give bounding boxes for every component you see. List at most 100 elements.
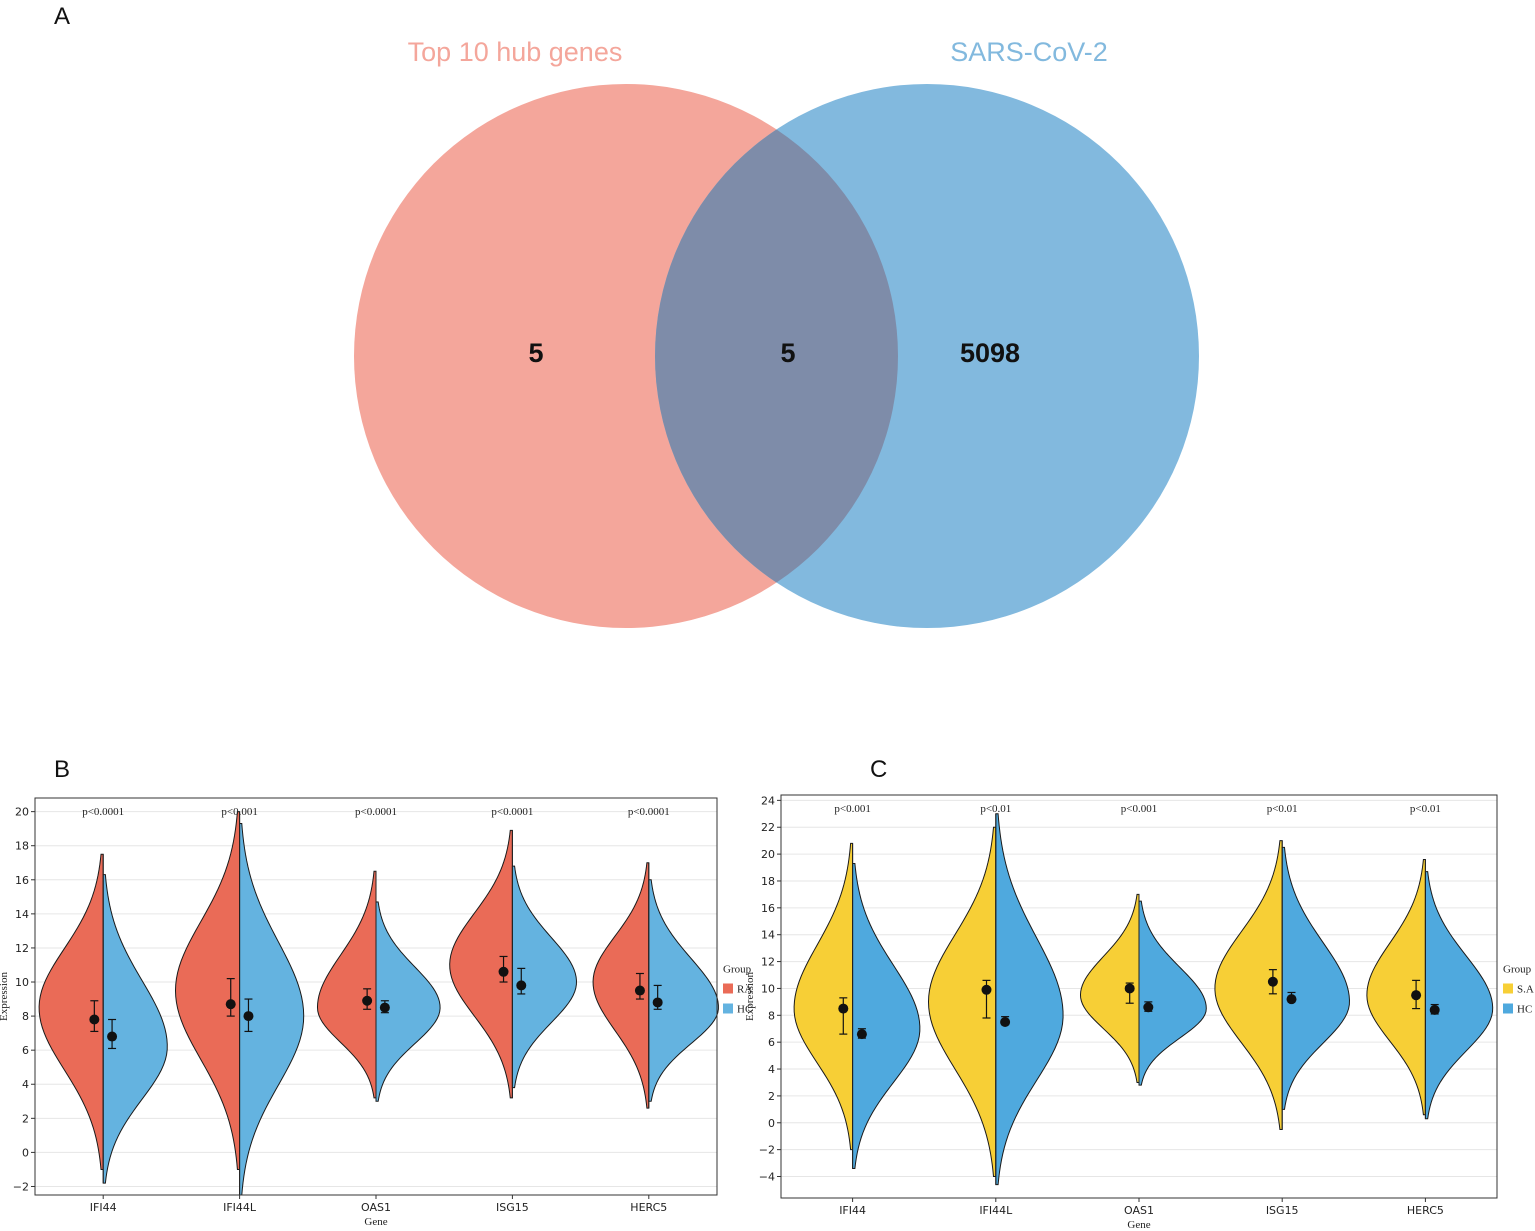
x-tick-label: IFI44 [839,1204,866,1217]
x-axis-label: Gene [364,1216,387,1228]
violin-half-right [375,901,441,1102]
violin-half-right [1424,871,1494,1120]
violin-half-left [927,826,997,1178]
violin-half-left [1214,840,1283,1130]
violin-half-right [102,874,168,1184]
y-tick-label: 12 [761,956,775,969]
y-tick-label: 6 [768,1036,775,1049]
y-tick-label: 2 [22,1112,29,1125]
p-value-label: p<0.001 [834,803,870,815]
x-axis-label: Gene [1127,1219,1150,1231]
mean-point-right [652,997,663,1008]
y-tick-label: −2 [759,1144,775,1157]
y-tick-label: 16 [15,874,29,887]
violin-half-right [1138,900,1207,1086]
x-tick-label: IFI44L [223,1201,257,1214]
plot-frame [34,797,718,1196]
legend-label: RA [737,984,752,996]
mean-point-left [498,966,509,977]
legend-label: HC [1517,1004,1532,1016]
y-tick-label: 0 [22,1146,29,1159]
p-value-label: p<0.0001 [355,806,397,818]
y-tick-label: 14 [761,929,775,942]
venn-intersection [655,84,898,628]
violin-half-left [1366,858,1426,1116]
y-tick-label: 4 [22,1078,29,1091]
mean-point-left [838,1003,849,1014]
y-axis-label: Expression [744,972,756,1021]
y-tick-label: 14 [15,908,29,921]
mean-point-left [225,999,236,1010]
p-value-label: p<0.01 [1410,803,1441,815]
y-tick-label: −2 [13,1180,29,1193]
x-tick-label: ISG15 [496,1201,529,1214]
mean-point-left [89,1014,100,1025]
y-tick-label: 18 [15,840,29,853]
y-tick-label: 20 [15,806,29,819]
mean-point-right [1000,1017,1011,1028]
mean-point-right [1429,1004,1440,1015]
y-tick-label: 20 [761,848,775,861]
p-value-label: p<0.01 [980,803,1011,815]
y-tick-label: 18 [761,875,775,888]
plot-frame [780,794,1498,1199]
x-tick-label: HERC5 [630,1201,667,1214]
legend-label: S.A [1517,984,1534,996]
mean-point-right [243,1011,254,1022]
violin-half-right [511,865,577,1089]
y-tick-label: 12 [15,942,29,955]
y-tick-label: 10 [15,976,29,989]
y-tick-label: 22 [761,821,775,834]
mean-point-right [516,980,527,991]
violin-half-right [1281,846,1350,1110]
mean-point-left [981,984,992,995]
legend-swatch [1503,983,1513,994]
mean-point-right [1143,1002,1154,1013]
p-value-label: p<0.0001 [491,806,533,818]
x-tick-label: HERC5 [1407,1204,1444,1217]
p-value-label: p<0.001 [221,806,257,818]
violin-panel-b: B −2 0 2 4 6 8 10 12 14 16 18 20 p<0.0001 IFI44 p<0.00… [0,756,752,1228]
p-value-label: p<0.001 [1121,803,1157,815]
venn-right-title: SARS-CoV-2 [950,37,1108,67]
p-value-label: p<0.01 [1267,803,1298,815]
legend-swatch [723,983,733,994]
panel-label-b: B [54,756,70,783]
mean-point-left [1267,976,1278,987]
x-tick-label: IFI44L [979,1204,1013,1217]
violin-half-right [995,813,1064,1186]
venn-count-intersection: 5 [780,338,795,368]
p-value-label: p<0.0001 [82,806,124,818]
panel-label-c: C [870,756,887,783]
mean-point-left [634,985,645,996]
mean-point-left [362,995,373,1006]
legend-title: Group [723,964,752,976]
y-tick-label: 10 [761,982,775,995]
y-tick-label: 8 [768,1009,775,1022]
x-tick-label: OAS1 [361,1201,391,1214]
violin-half-left [316,870,377,1099]
mean-point-left [1124,983,1135,994]
violin-half-right [852,863,921,1169]
y-tick-label: 8 [22,1010,29,1023]
venn-panel: A Top 10 hub genes SARS-CoV-2 5 5 5098 [54,3,1199,628]
mean-point-right [856,1029,867,1040]
y-tick-label: −4 [759,1171,775,1184]
x-tick-label: OAS1 [1124,1204,1154,1217]
violin-half-left [1079,893,1140,1083]
violin-half-right [648,879,719,1102]
x-tick-label: ISG15 [1266,1204,1299,1217]
y-tick-label: 0 [768,1117,775,1130]
violin-half-right [239,823,305,1196]
y-tick-label: 2 [768,1090,775,1103]
legend-label: HC [737,1004,752,1016]
y-tick-label: 16 [761,902,775,915]
y-tick-label: 4 [768,1063,775,1076]
violin-half-left [174,811,241,1170]
violin-half-left [793,842,854,1151]
p-value-label: p<0.0001 [628,806,670,818]
venn-count-left: 5 [528,338,543,368]
x-tick-label: IFI44 [90,1201,117,1214]
venn-count-right: 5098 [960,338,1020,368]
